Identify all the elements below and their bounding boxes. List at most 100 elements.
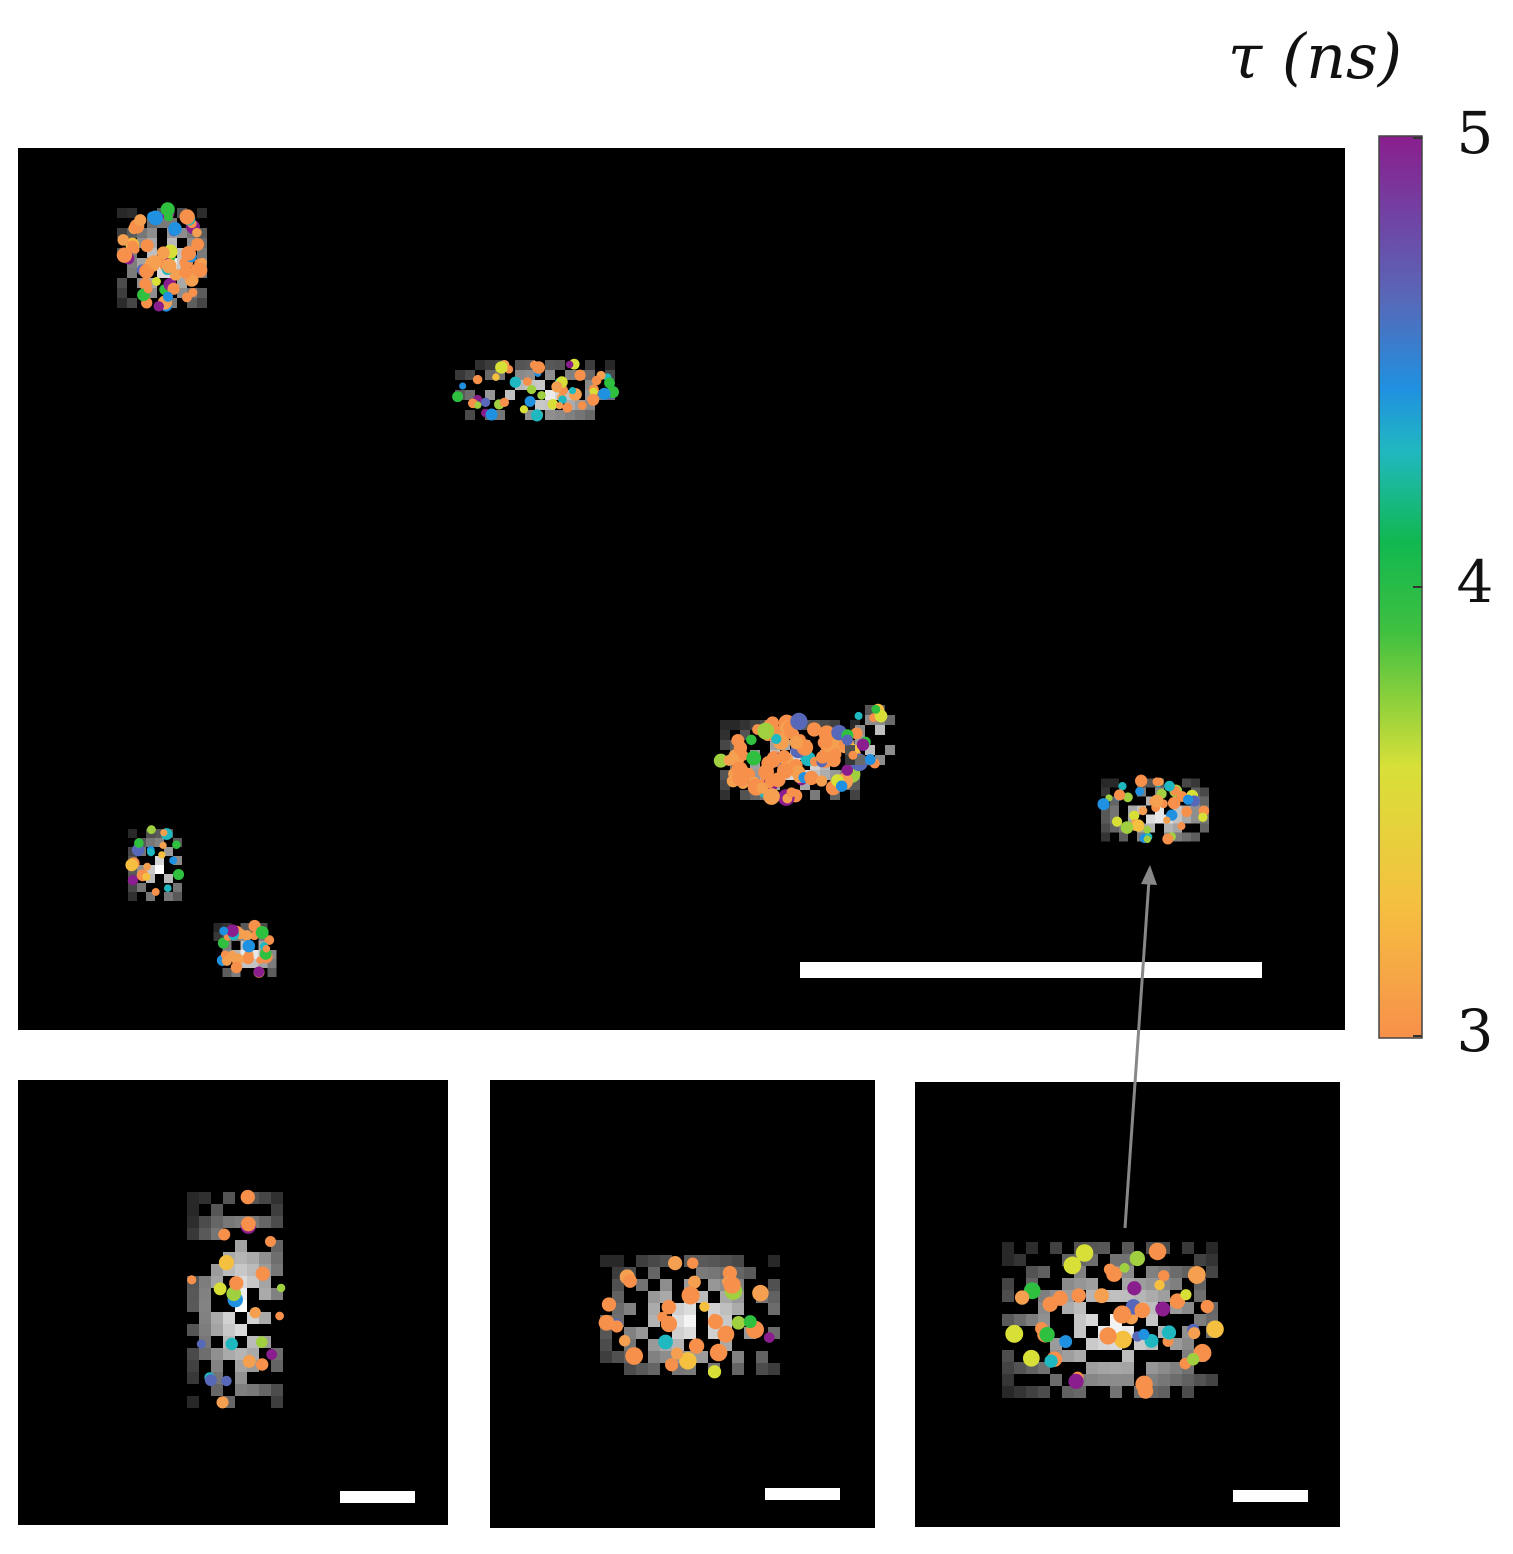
colorbar-label: τ (ns) xyxy=(1228,20,1402,93)
dot xyxy=(568,387,577,395)
pixel xyxy=(187,268,197,278)
dot xyxy=(526,384,537,395)
dot xyxy=(547,399,559,410)
dot xyxy=(577,401,587,410)
pixel xyxy=(199,1276,211,1288)
dot xyxy=(668,1256,683,1271)
pixel xyxy=(1194,1290,1206,1302)
dot xyxy=(532,361,546,374)
dot xyxy=(871,704,881,714)
pixel xyxy=(1050,1338,1062,1350)
pixel xyxy=(1086,1374,1098,1386)
pixel xyxy=(155,856,164,865)
pixel xyxy=(465,370,475,380)
pixel xyxy=(173,892,182,901)
pixel xyxy=(1110,1362,1122,1374)
pixel xyxy=(1002,1374,1014,1386)
dot xyxy=(836,780,848,792)
pixel xyxy=(575,410,585,420)
dot xyxy=(731,1315,746,1330)
pixel xyxy=(820,770,830,780)
dot xyxy=(147,211,157,222)
dot xyxy=(1068,1373,1084,1389)
pixel xyxy=(1002,1350,1014,1362)
pixel xyxy=(1074,1302,1086,1314)
pixel xyxy=(1086,1314,1098,1326)
pixel xyxy=(768,1303,780,1315)
pixel xyxy=(1170,1374,1182,1386)
pixel xyxy=(235,1264,247,1276)
pixel xyxy=(213,923,223,932)
dot xyxy=(262,945,271,953)
dot xyxy=(733,741,748,755)
pixel xyxy=(259,1192,271,1204)
pixel xyxy=(585,380,595,390)
pixel xyxy=(1074,1314,1086,1326)
pixel xyxy=(1074,1278,1086,1290)
pixel xyxy=(720,740,730,750)
pixel xyxy=(850,790,860,800)
dot xyxy=(804,770,819,786)
dot xyxy=(216,1396,229,1409)
pixel xyxy=(636,1327,648,1339)
pixel xyxy=(740,720,750,730)
dot xyxy=(1150,794,1164,808)
dot xyxy=(756,782,769,794)
pixel xyxy=(155,865,164,874)
pixel xyxy=(612,1255,624,1267)
dot xyxy=(213,1282,227,1296)
pixel xyxy=(259,1252,271,1264)
dot xyxy=(196,1339,206,1349)
pixel xyxy=(708,1267,720,1279)
dot xyxy=(162,291,174,302)
pixel xyxy=(1200,796,1209,806)
dot xyxy=(1167,796,1181,810)
dot xyxy=(221,955,232,966)
dot xyxy=(623,1274,637,1288)
pixel xyxy=(585,360,595,370)
pixel xyxy=(1038,1386,1050,1398)
pixel xyxy=(684,1327,696,1339)
dot xyxy=(264,1236,276,1248)
pixel xyxy=(1158,1362,1170,1374)
pixel xyxy=(1074,1386,1086,1398)
pixel xyxy=(515,360,525,370)
dot xyxy=(242,952,254,965)
pixel xyxy=(515,370,525,380)
dot xyxy=(1143,825,1152,834)
pixel xyxy=(648,1303,660,1315)
dot xyxy=(173,868,185,880)
pixel xyxy=(1101,814,1110,824)
dot xyxy=(253,966,265,978)
pixel xyxy=(845,745,855,755)
dot xyxy=(1158,1270,1170,1282)
pixel xyxy=(199,1216,211,1228)
dot xyxy=(524,395,536,407)
dot xyxy=(841,764,854,776)
dot xyxy=(480,397,491,408)
pixel xyxy=(525,410,535,420)
dot xyxy=(139,263,155,279)
dot xyxy=(153,301,164,312)
pixel xyxy=(197,228,207,238)
pixel xyxy=(612,1351,624,1363)
pixel xyxy=(147,278,157,288)
dot xyxy=(130,244,140,254)
pixel xyxy=(211,1312,223,1324)
dot xyxy=(857,739,867,749)
pixel xyxy=(720,1255,732,1267)
dot xyxy=(1014,1290,1030,1305)
pixel xyxy=(211,1264,223,1276)
pixel xyxy=(1182,1338,1194,1350)
pixel xyxy=(247,1384,259,1396)
pixel xyxy=(720,720,730,730)
dot xyxy=(1135,774,1148,787)
pixel xyxy=(199,1300,211,1312)
dot xyxy=(172,840,181,849)
dot xyxy=(249,1307,261,1319)
dot xyxy=(1094,1288,1110,1304)
pixel xyxy=(696,1267,708,1279)
pixel xyxy=(830,720,840,730)
pixel xyxy=(1194,1254,1206,1266)
